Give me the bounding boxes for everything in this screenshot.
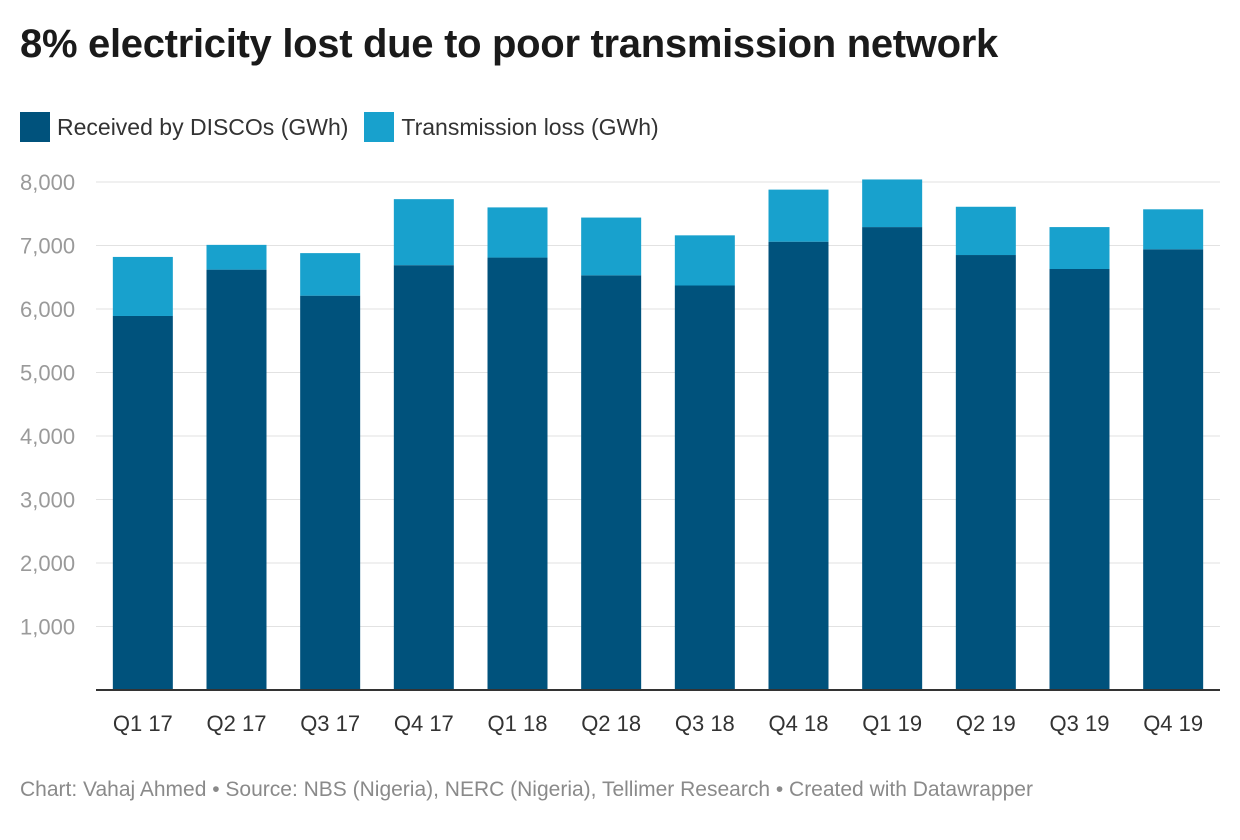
x-tick-label: Q4 17: [394, 711, 454, 736]
bar-received: [487, 257, 548, 690]
x-tick-label: Q2 17: [207, 711, 267, 736]
bar-received: [112, 315, 173, 690]
x-tick-label: Q4 18: [769, 711, 829, 736]
bar-transmission-loss: [300, 253, 361, 296]
chart-title: 8% electricity lost due to poor transmis…: [20, 22, 998, 66]
y-tick-label: 3,000: [20, 488, 75, 513]
x-tick-label: Q2 18: [581, 711, 641, 736]
legend: Received by DISCOs (GWh) Transmission lo…: [20, 112, 675, 142]
bar-received: [581, 275, 642, 690]
legend-label-transmission-loss: Transmission loss (GWh): [401, 113, 659, 140]
legend-item-received: Received by DISCOs (GWh): [20, 112, 348, 142]
bar-transmission-loss: [581, 217, 642, 276]
bar-transmission-loss: [674, 235, 735, 286]
bar-received: [862, 227, 923, 690]
y-tick-label: 6,000: [20, 297, 75, 322]
bar-transmission-loss: [206, 244, 267, 270]
y-tick-label: 5,000: [20, 361, 75, 386]
chart-footer: Chart: Vahaj Ahmed • Source: NBS (Nigeri…: [20, 778, 1033, 801]
bar-transmission-loss: [112, 256, 173, 316]
legend-swatch-received: [20, 112, 50, 142]
bar-received: [393, 265, 454, 690]
x-tick-label: Q3 17: [300, 711, 360, 736]
bar-transmission-loss: [393, 199, 454, 266]
x-tick-label: Q1 19: [862, 711, 922, 736]
legend-item-transmission-loss: Transmission loss (GWh): [364, 112, 659, 142]
y-tick-label: 2,000: [20, 551, 75, 576]
x-tick-label: Q3 18: [675, 711, 735, 736]
bar-received: [206, 269, 267, 690]
legend-swatch-transmission-loss: [364, 112, 395, 142]
x-tick-label: Q4 19: [1143, 711, 1203, 736]
x-tick-label: Q1 17: [113, 711, 173, 736]
x-tick-label: Q3 19: [1050, 711, 1110, 736]
legend-label-received: Received by DISCOs (GWh): [57, 113, 349, 140]
y-tick-label: 1,000: [20, 615, 75, 640]
bar-transmission-loss: [1049, 227, 1110, 269]
bar-transmission-loss: [862, 179, 923, 228]
x-tick-label: Q1 18: [488, 711, 548, 736]
x-tick-label: Q2 19: [956, 711, 1016, 736]
bar-received: [300, 295, 361, 690]
bar-transmission-loss: [768, 189, 829, 242]
bar-transmission-loss: [487, 207, 548, 258]
bar-transmission-loss: [1143, 209, 1204, 250]
y-tick-label: 7,000: [20, 234, 75, 259]
y-tick-label: 8,000: [20, 170, 75, 195]
bar-received: [768, 241, 829, 690]
bar-received: [1143, 249, 1204, 690]
bar-received: [1049, 268, 1110, 690]
bar-received: [674, 285, 735, 690]
y-tick-label: 4,000: [20, 424, 75, 449]
bar-transmission-loss: [955, 206, 1016, 256]
bar-received: [955, 255, 1016, 690]
